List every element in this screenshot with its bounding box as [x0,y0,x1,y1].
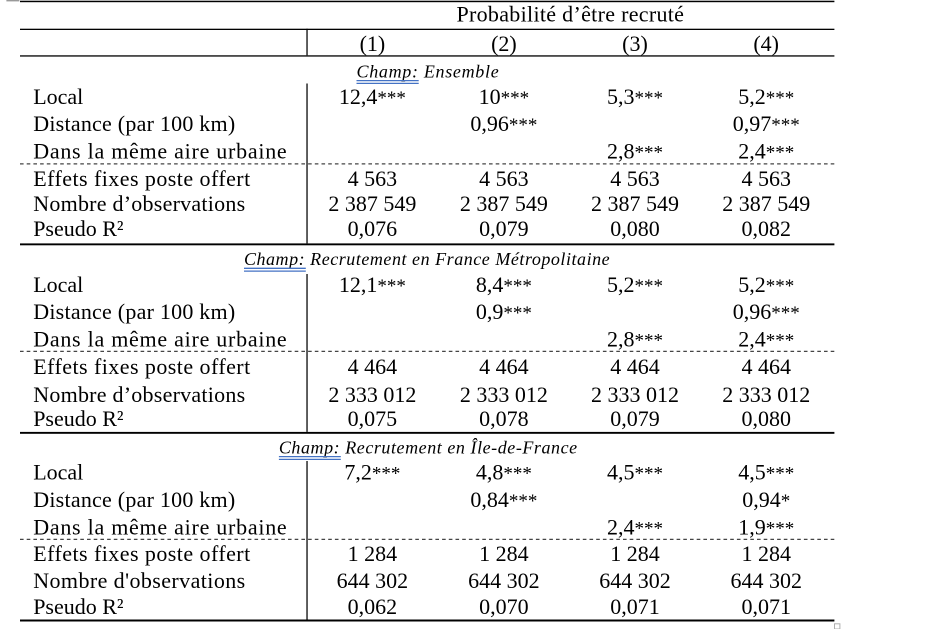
svg-text:(2): (2) [491,31,517,56]
svg-text:0,076: 0,076 [348,216,398,241]
svg-text:2 387 549: 2 387 549 [722,191,810,216]
svg-text:5,2***: 5,2*** [738,84,794,109]
svg-text:1 284: 1 284 [610,541,660,566]
svg-text:Effets fixes poste offert: Effets fixes poste offert [33,541,250,566]
svg-text:0,96***: 0,96*** [733,299,800,324]
svg-text:0,97***: 0,97*** [733,111,800,136]
svg-text:0,071: 0,071 [741,594,791,619]
svg-text:12,4***: 12,4*** [339,84,406,109]
svg-text:2,8***: 2,8*** [607,327,663,352]
svg-text:0,080: 0,080 [741,406,791,431]
svg-text:1 284: 1 284 [741,541,791,566]
svg-text:7,2***: 7,2*** [344,459,400,484]
svg-text:644 302: 644 302 [730,568,802,593]
svg-text:4 464: 4 464 [348,354,398,379]
svg-text:2 387 549: 2 387 549 [591,191,679,216]
svg-text:4 464: 4 464 [610,354,660,379]
svg-text:(3): (3) [622,31,648,56]
svg-text:0,9***: 0,9*** [476,299,532,324]
svg-text:Effets fixes poste offert: Effets fixes poste offert [33,166,250,191]
svg-text:644 302: 644 302 [468,568,540,593]
svg-text:2 333 012: 2 333 012 [722,382,810,407]
svg-text:2,8***: 2,8*** [607,139,663,164]
svg-text:Dans la même aire urbaine: Dans la même aire urbaine [33,514,287,539]
svg-text:Distance (par 100 km): Distance (par 100 km) [33,299,235,324]
svg-text:Champ: Recrutement en France M: Champ: Recrutement en France Métropolita… [244,249,610,269]
svg-text:1 284: 1 284 [479,541,529,566]
svg-text:644 302: 644 302 [599,568,671,593]
svg-text:2 387 549: 2 387 549 [460,191,548,216]
svg-text:4,5***: 4,5*** [607,459,663,484]
svg-text:1 284: 1 284 [348,541,398,566]
svg-text:Effets fixes poste offert: Effets fixes poste offert [33,354,250,379]
svg-text:Champ: Recrutement en Île-de-F: Champ: Recrutement en Île-de-France [279,437,577,458]
svg-text:Distance (par 100 km): Distance (par 100 km) [33,487,235,512]
svg-text:0,079: 0,079 [479,216,529,241]
svg-text:0,94*: 0,94* [742,487,790,512]
svg-text:8,4***: 8,4*** [476,272,532,297]
svg-text:4 563: 4 563 [610,166,660,191]
svg-text:2,4***: 2,4*** [607,514,663,539]
svg-text:0,070: 0,070 [479,594,529,619]
svg-text:0,078: 0,078 [479,406,529,431]
svg-text:Local: Local [33,84,83,109]
svg-text:2 333 012: 2 333 012 [328,382,416,407]
svg-text:(4): (4) [753,31,779,56]
svg-text:644 302: 644 302 [337,568,409,593]
svg-text:0,071: 0,071 [610,594,660,619]
svg-text:Champ: Ensemble: Champ: Ensemble [357,62,499,82]
svg-text:5,2***: 5,2*** [607,272,663,297]
svg-text:12,1***: 12,1*** [339,272,406,297]
svg-text:Pseudo R²: Pseudo R² [33,594,124,619]
svg-text:(1): (1) [360,31,386,56]
svg-text:0,96***: 0,96*** [470,111,537,136]
svg-text:2 333 012: 2 333 012 [591,382,679,407]
svg-text:2 333 012: 2 333 012 [460,382,548,407]
svg-text:4,8***: 4,8*** [476,459,532,484]
svg-text:4,5***: 4,5*** [738,459,794,484]
svg-text:Local: Local [33,459,83,484]
svg-text:4 464: 4 464 [479,354,529,379]
svg-text:Nombre d'observations: Nombre d'observations [33,568,245,593]
svg-text:0,082: 0,082 [741,216,791,241]
svg-text:0,079: 0,079 [610,406,660,431]
svg-text:2,4***: 2,4*** [738,327,794,352]
svg-text:4 464: 4 464 [741,354,791,379]
svg-text:2 387 549: 2 387 549 [328,191,416,216]
svg-text:0,062: 0,062 [348,594,398,619]
svg-text:Nombre d’observations: Nombre d’observations [33,382,245,407]
svg-text:Dans la même aire urbaine: Dans la même aire urbaine [33,327,287,352]
svg-text:Local: Local [33,272,83,297]
svg-text:1,9***: 1,9*** [738,514,794,539]
svg-text:5,2***: 5,2*** [738,272,794,297]
svg-text:4 563: 4 563 [741,166,791,191]
svg-text:Distance (par 100 km): Distance (par 100 km) [33,111,235,136]
svg-text:10***: 10*** [479,84,530,109]
svg-text:0,075: 0,075 [348,406,398,431]
svg-text:4 563: 4 563 [479,166,529,191]
svg-text:5,3***: 5,3*** [607,84,663,109]
svg-text:2,4***: 2,4*** [738,139,794,164]
svg-text:0,080: 0,080 [610,216,660,241]
svg-text:4 563: 4 563 [348,166,398,191]
svg-text:Dans la même aire urbaine: Dans la même aire urbaine [33,139,287,164]
svg-text:0,84***: 0,84*** [470,487,537,512]
svg-text:Pseudo R²: Pseudo R² [33,406,124,431]
svg-text:Nombre d’observations: Nombre d’observations [33,191,245,216]
svg-text:Pseudo R²: Pseudo R² [33,216,124,241]
svg-text:Probabilité d’être recruté: Probabilité d’être recruté [456,2,684,27]
